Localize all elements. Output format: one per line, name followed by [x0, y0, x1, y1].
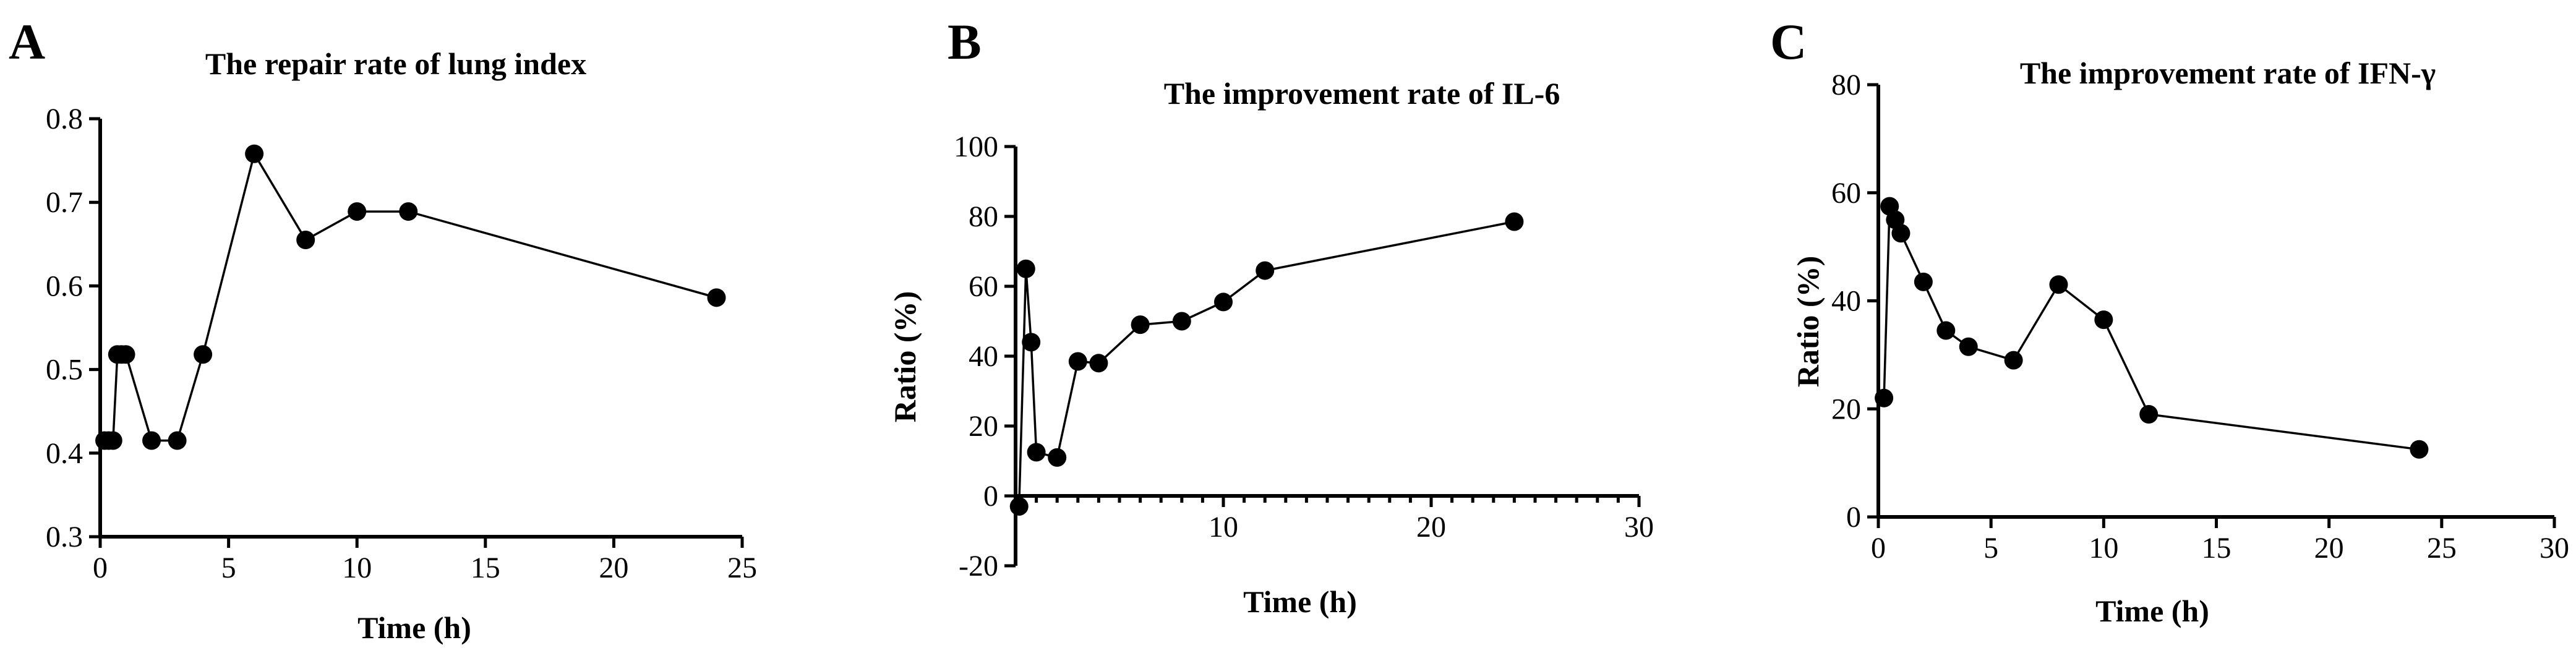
x-tick-label-b: 20: [1416, 511, 1446, 544]
data-point-a: [245, 144, 264, 163]
data-point-b: [1131, 315, 1150, 335]
data-point-a: [707, 288, 726, 307]
data-point-a: [194, 345, 213, 364]
y-tick-label-a: 0.8: [46, 103, 83, 135]
data-point-a: [142, 431, 161, 450]
y-tick-label-c: 20: [1831, 393, 1861, 425]
x-tick-label-a: 25: [727, 552, 757, 584]
data-point-b: [1068, 352, 1087, 371]
x-tick-label-c: 15: [2202, 532, 2232, 565]
y-tick-label-a: 0.5: [46, 354, 83, 386]
chart-title-a: The repair rate of lung index: [205, 46, 586, 81]
y-axis-label-c: Ratio (%): [1791, 256, 1825, 387]
x-tick-label-c: 10: [2089, 532, 2118, 565]
chart-title-b: The improvement rate of IL-6: [1164, 76, 1560, 111]
data-point-a: [296, 231, 315, 250]
x-tick-label-b: 10: [1209, 511, 1238, 544]
panel-letter-a: A: [9, 14, 45, 70]
y-tick-label-b: -20: [959, 550, 998, 582]
panel-b: B The improvement rate of IL-6 -20 0 20 40 6…: [888, 14, 1654, 619]
data-point-b: [1172, 312, 1191, 331]
y-tick-label-b: 40: [969, 340, 998, 373]
plot-area-c: 0 20 40 60 80 0 5 10 15 20 25 30: [1831, 69, 2569, 565]
y-tick-label-b: 100: [954, 130, 998, 163]
data-point-c: [2004, 351, 2023, 370]
series-line-a: [105, 151, 717, 442]
data-point-b: [1256, 261, 1275, 280]
plot-area-a: 0.3 0.4 0.5 0.6 0.7 0.8 0 5 10 15 20 25: [46, 103, 757, 584]
plot-area-b: -20 0 20 40 60 80 100 10 20 30: [954, 130, 1654, 582]
y-tick-label-c: 40: [1831, 285, 1861, 318]
y-tick-label-a: 0.7: [46, 186, 83, 219]
y-tick-label-c: 60: [1831, 177, 1861, 210]
x-axis-label-b: Time (h): [1243, 584, 1357, 619]
data-point-a: [168, 431, 187, 450]
data-point-b: [1089, 354, 1108, 373]
data-point-c: [2139, 404, 2159, 424]
x-tick-label-c: 0: [1871, 532, 1886, 565]
x-tick-label-a: 10: [342, 552, 372, 584]
y-tick-label-a: 0.3: [46, 521, 83, 553]
y-tick-label-b: 20: [969, 410, 998, 443]
data-point-b: [1022, 333, 1041, 352]
data-point-c: [2049, 275, 2068, 294]
data-point-b: [1009, 497, 1029, 516]
x-tick-label-c: 20: [2314, 532, 2344, 565]
y-tick-label-b: 80: [969, 200, 998, 233]
x-tick-label-c: 25: [2427, 532, 2457, 565]
x-tick-label-a: 15: [471, 552, 500, 584]
data-point-a: [399, 202, 418, 221]
y-tick-label-c: 80: [1831, 69, 1861, 101]
data-point-a: [103, 431, 122, 450]
data-point-b: [1505, 212, 1524, 231]
data-point-c: [2094, 310, 2113, 330]
y-tick-label-a: 0.6: [46, 270, 83, 302]
y-axis-label-b: Ratio (%): [888, 291, 922, 422]
panel-c: C The improvement rate of IFN-γ 0 20 40 60 8…: [1770, 14, 2569, 628]
y-tick-label-b: 60: [969, 270, 998, 303]
x-tick-label-c: 30: [2540, 532, 2569, 565]
x-tick-label-a: 20: [599, 552, 628, 584]
x-tick-label-c: 5: [1983, 532, 1998, 565]
data-point-c: [1959, 337, 1978, 356]
y-tick-label-c: 0: [1846, 501, 1861, 534]
data-point-a: [348, 202, 367, 221]
x-tick-label-a: 0: [93, 552, 108, 584]
panel-letter-b: B: [948, 14, 982, 70]
data-point-b: [1214, 292, 1233, 312]
data-point-c: [1891, 224, 1911, 243]
y-tick-label-a: 0.4: [46, 437, 83, 470]
x-axis-label-a: Time (h): [357, 610, 471, 645]
data-point-b: [1048, 448, 1067, 467]
data-point-b: [1027, 443, 1046, 462]
chart-title-c: The improvement rate of IFN-γ: [2020, 56, 2436, 90]
x-tick-label-a: 5: [221, 552, 236, 584]
data-point-c: [2410, 440, 2429, 459]
panel-a: A The repair rate of lung index 0.30.40.…: [9, 14, 757, 645]
data-point-c: [1914, 272, 1933, 291]
x-tick-label-b: 30: [1624, 511, 1654, 544]
y-tick-label-b: 0: [983, 480, 998, 513]
data-point-a: [116, 345, 135, 364]
panel-letter-c: C: [1770, 14, 1807, 70]
data-point-c: [1875, 388, 1894, 407]
data-point-b: [1016, 259, 1035, 278]
data-point-c: [1936, 321, 1956, 340]
x-axis-label-c: Time (h): [2095, 594, 2209, 628]
